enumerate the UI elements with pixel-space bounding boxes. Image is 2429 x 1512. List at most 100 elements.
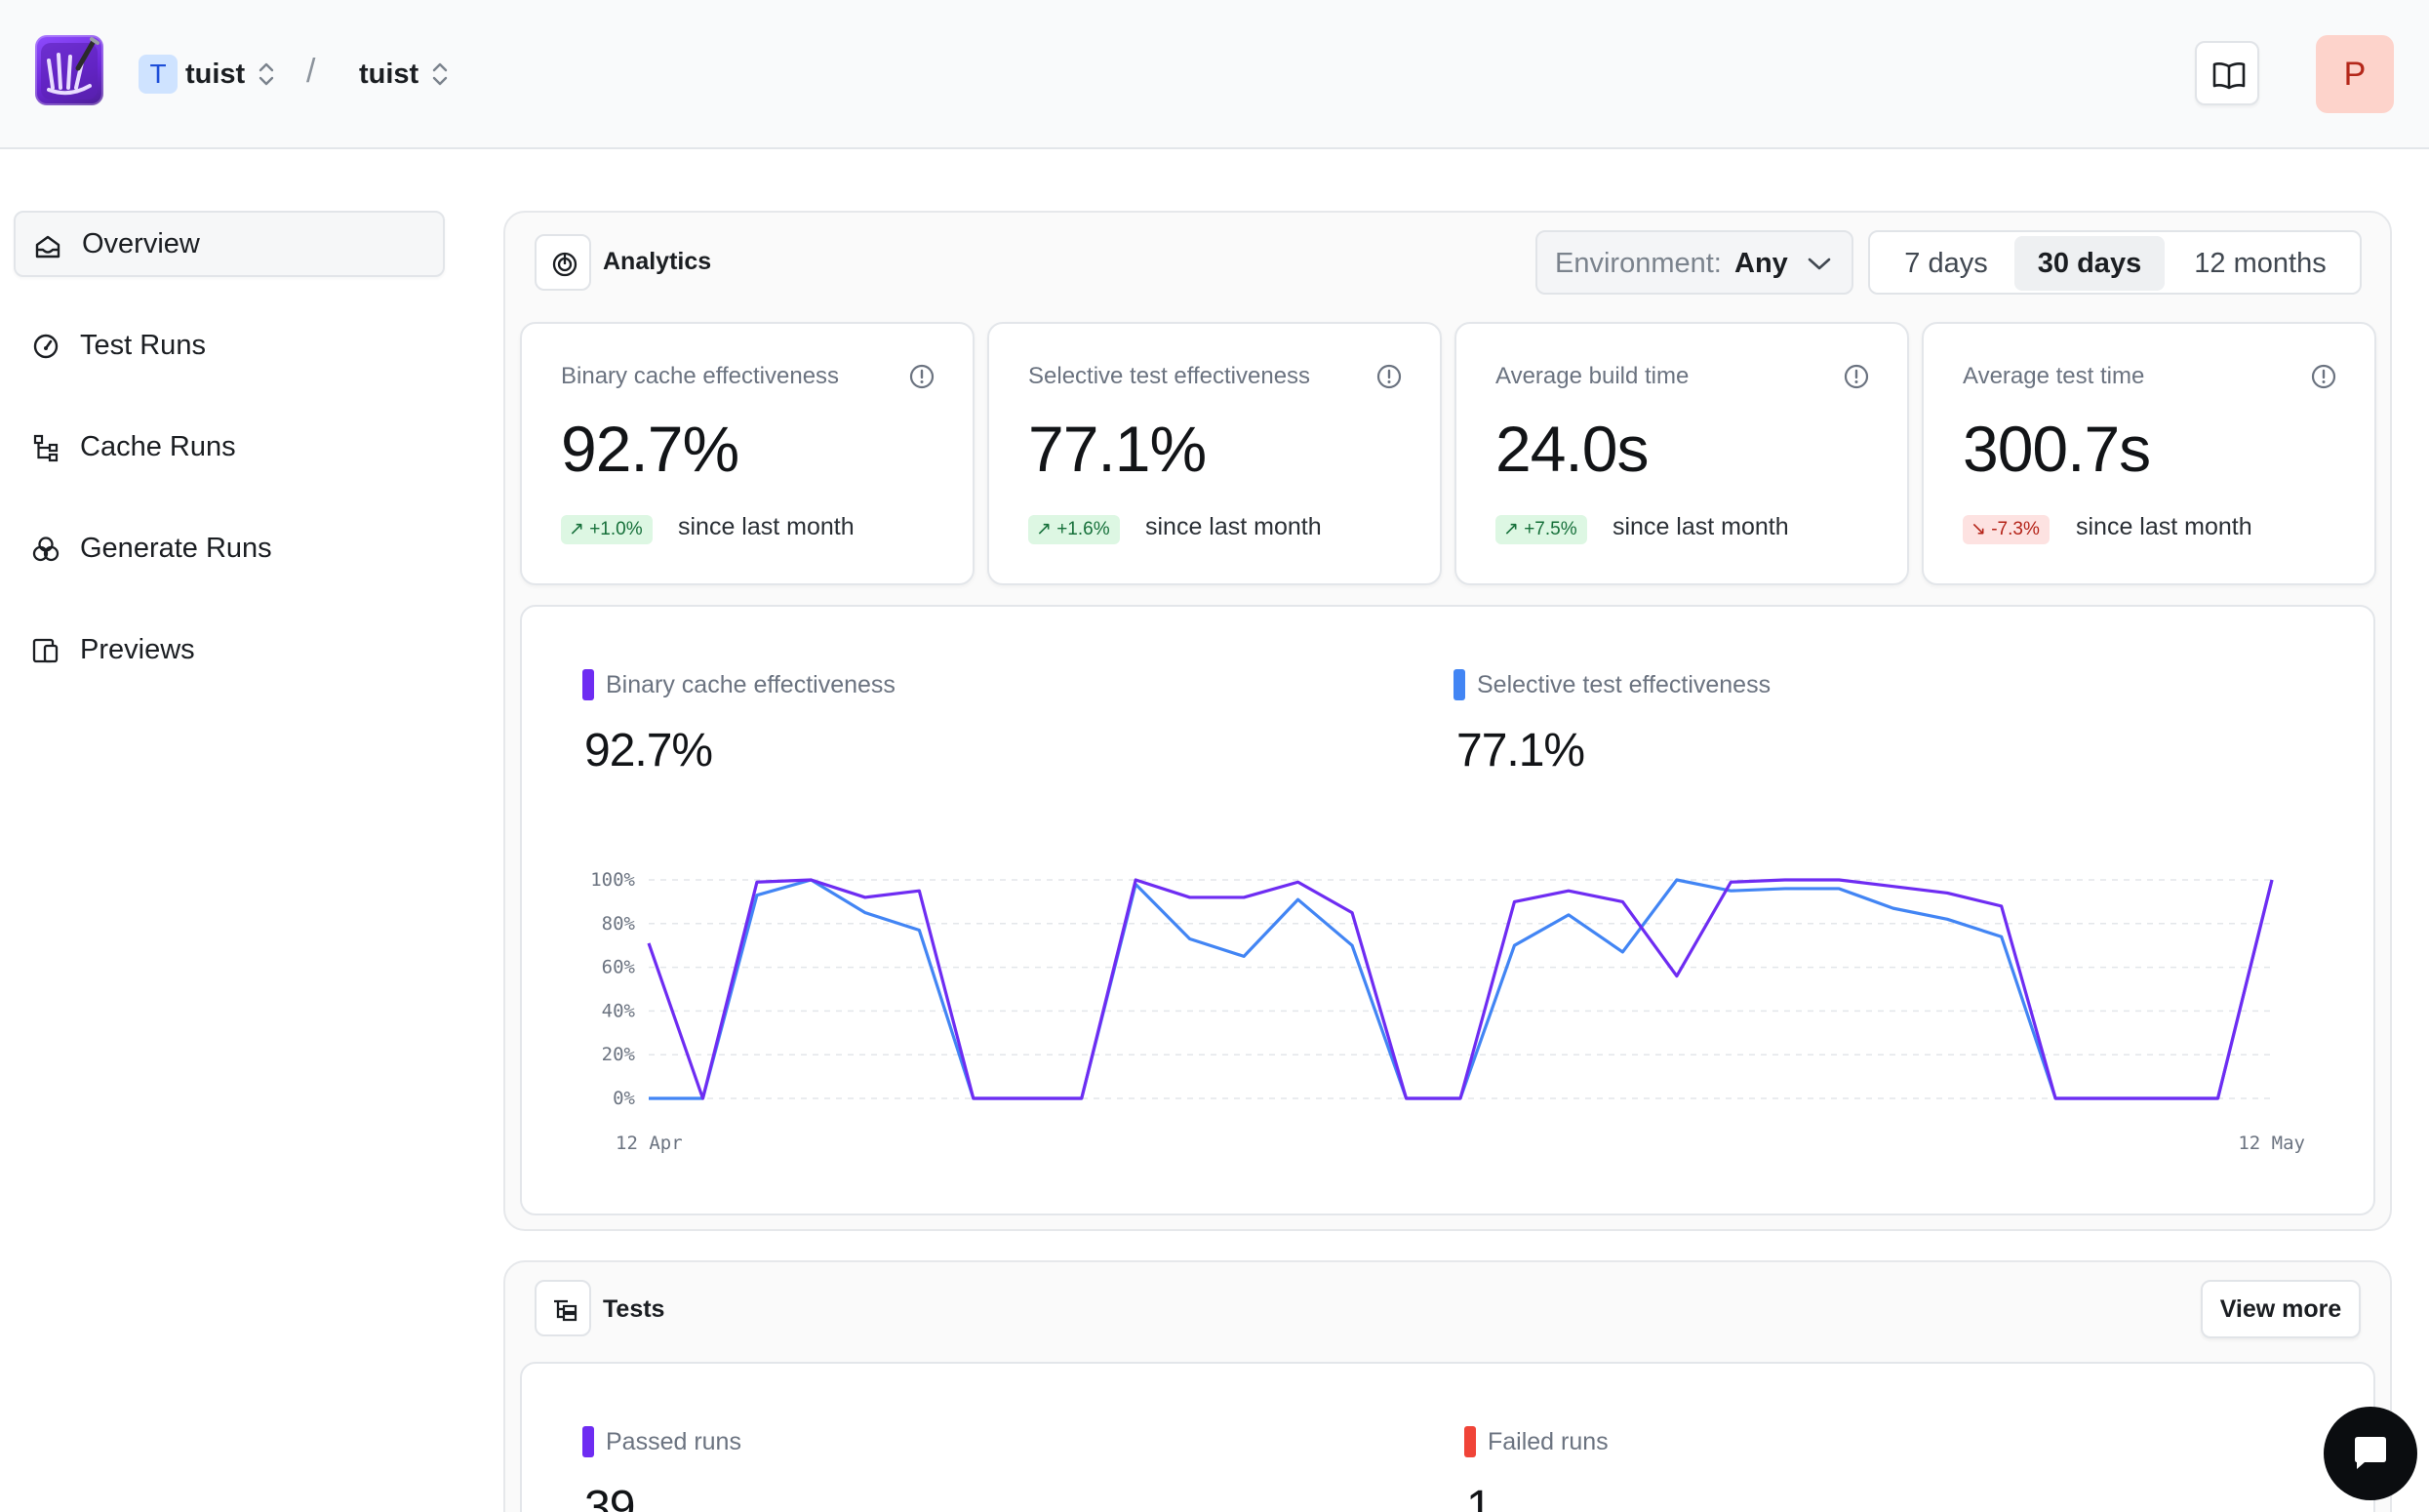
- book-icon: [2212, 62, 2246, 90]
- range-30-days[interactable]: 30 days: [2014, 236, 2165, 291]
- x-tick-label: 12 May: [2238, 1133, 2305, 1154]
- sidebar-item-generate-runs[interactable]: Generate Runs: [14, 515, 445, 581]
- devices-icon: [32, 638, 59, 663]
- circles-icon: [32, 537, 60, 562]
- sidebar-item-cache-runs[interactable]: Cache Runs: [14, 414, 445, 480]
- legend-binary-cache: Binary cache effectiveness: [582, 669, 896, 700]
- analytics-title: Analytics: [603, 248, 712, 275]
- trend-badge: ↘ -7.3%: [1963, 515, 2050, 544]
- user-avatar[interactable]: P: [2316, 35, 2394, 113]
- legend-label: Failed runs: [1488, 1427, 1609, 1455]
- metric-value: 300.7s: [1963, 413, 2151, 485]
- effectiveness-chart-card: Binary cache effectiveness 92.7% Selecti…: [520, 605, 2375, 1215]
- legend-label: Passed runs: [606, 1427, 741, 1455]
- legend-swatch: [582, 1426, 594, 1457]
- docs-button[interactable]: [2195, 41, 2259, 105]
- legend-swatch: [1453, 669, 1465, 700]
- series-line: [649, 878, 2274, 1100]
- hierarchy-icon: [33, 434, 59, 462]
- legend-value: 77.1%: [1456, 725, 1585, 776]
- legend-value: 92.7%: [584, 725, 713, 776]
- home-icon: [35, 235, 60, 259]
- tests-chart-card: Passed runs 39 Failed runs 1: [520, 1362, 2375, 1512]
- info-icon[interactable]: [908, 363, 936, 390]
- legend-swatch: [1464, 1426, 1476, 1457]
- sidebar-item-label: Previews: [80, 633, 195, 665]
- sidebar-item-label: Test Runs: [80, 329, 206, 361]
- environment-value: Any: [1734, 248, 1788, 279]
- since-label: since last month: [1145, 513, 1322, 540]
- y-tick-label: 100%: [590, 869, 635, 891]
- sidebar-item-label: Generate Runs: [80, 532, 272, 564]
- info-icon[interactable]: [1375, 363, 1403, 390]
- trend-value: +1.6%: [1056, 519, 1110, 539]
- trend-badge: ↗ +7.5%: [1495, 515, 1587, 544]
- sidebar-item-overview[interactable]: Overview: [14, 211, 445, 277]
- tests-icon: [554, 1299, 577, 1322]
- y-tick-label: 20%: [602, 1044, 636, 1065]
- logo-icon: [41, 37, 100, 99]
- trend-value: +1.0%: [589, 519, 643, 539]
- since-label: since last month: [2076, 513, 2252, 540]
- since-label: since last month: [1613, 513, 1789, 540]
- top-header: T tuist / tuist P: [0, 0, 2429, 149]
- metric-title: Average build time: [1495, 363, 1690, 389]
- project-switcher[interactable]: tuist: [359, 59, 419, 90]
- metric-value: 24.0s: [1495, 413, 1649, 485]
- legend-label: Binary cache effectiveness: [606, 670, 896, 698]
- x-tick-label: 12 Apr: [616, 1133, 683, 1154]
- chat-button[interactable]: [2324, 1407, 2417, 1500]
- tests-title: Tests: [603, 1295, 665, 1323]
- info-icon[interactable]: [2310, 363, 2337, 390]
- y-tick-label: 40%: [602, 1000, 636, 1021]
- sidebar-item-label: Overview: [82, 227, 200, 259]
- range-12-months[interactable]: 12 months: [2194, 248, 2327, 279]
- series-line: [647, 878, 2274, 1100]
- environment-label: Environment:: [1555, 248, 1722, 279]
- analytics-icon: [552, 252, 577, 277]
- sidebar-item-previews[interactable]: Previews: [14, 617, 445, 683]
- legend-label: Selective test effectiveness: [1477, 670, 1772, 698]
- metric-value: 92.7%: [561, 413, 739, 485]
- org-switcher[interactable]: tuist: [185, 59, 246, 90]
- analytics-panel-icon: [535, 234, 591, 291]
- range-7-days[interactable]: 7 days: [1904, 248, 1988, 279]
- date-range-toggle: 7 days 30 days 12 months: [1868, 230, 2362, 295]
- view-more-button[interactable]: View more: [2201, 1280, 2361, 1338]
- legend-passed-runs: Passed runs: [582, 1426, 741, 1457]
- legend-swatch: [582, 669, 594, 700]
- trend-value: +7.5%: [1524, 519, 1577, 539]
- trend-value: -7.3%: [1991, 519, 2040, 539]
- y-tick-label: 80%: [602, 913, 636, 935]
- tuist-logo[interactable]: [35, 35, 103, 105]
- line-chart[interactable]: 0% 20% 40% 60% 80% 100% 12 Apr 12 May: [522, 607, 2377, 1217]
- since-label: since last month: [678, 513, 855, 540]
- metric-title: Average test time: [1963, 363, 2145, 389]
- chat-icon: [2355, 1437, 2386, 1469]
- gauge-icon: [33, 334, 59, 359]
- breadcrumb-separator: /: [306, 53, 316, 90]
- org-chevron-updown-icon[interactable]: [256, 59, 277, 90]
- environment-select[interactable]: Environment: Any: [1535, 230, 1853, 295]
- sidebar-item-test-runs[interactable]: Test Runs: [14, 312, 445, 378]
- legend-failed-runs: Failed runs: [1464, 1426, 1609, 1457]
- legend-selective-test: Selective test effectiveness: [1453, 669, 1771, 700]
- trend-badge: ↗ +1.0%: [561, 515, 653, 544]
- metric-card-binary-cache: Binary cache effectiveness 92.7% ↗ +1.0%…: [520, 322, 975, 585]
- metric-card-selective-test: Selective test effectiveness 77.1% ↗ +1.…: [987, 322, 1442, 585]
- metric-value: 77.1%: [1028, 413, 1207, 485]
- org-avatar: T: [139, 55, 178, 94]
- legend-value: 1: [1466, 1482, 1493, 1512]
- metric-title: Selective test effectiveness: [1028, 363, 1311, 389]
- project-chevron-updown-icon[interactable]: [429, 59, 451, 90]
- legend-value: 39: [584, 1482, 635, 1512]
- metric-card-test-time: Average test time 300.7s ↘ -7.3% since l…: [1922, 322, 2376, 585]
- info-icon[interactable]: [1843, 363, 1870, 390]
- metric-title: Binary cache effectiveness: [561, 363, 840, 389]
- chevron-down-icon: [1808, 258, 1831, 270]
- sidebar-item-label: Cache Runs: [80, 430, 236, 462]
- tests-panel-icon: [535, 1280, 591, 1336]
- y-tick-label: 60%: [602, 957, 636, 978]
- metric-card-build-time: Average build time 24.0s ↗ +7.5% since l…: [1454, 322, 1909, 585]
- y-tick-label: 0%: [613, 1088, 635, 1109]
